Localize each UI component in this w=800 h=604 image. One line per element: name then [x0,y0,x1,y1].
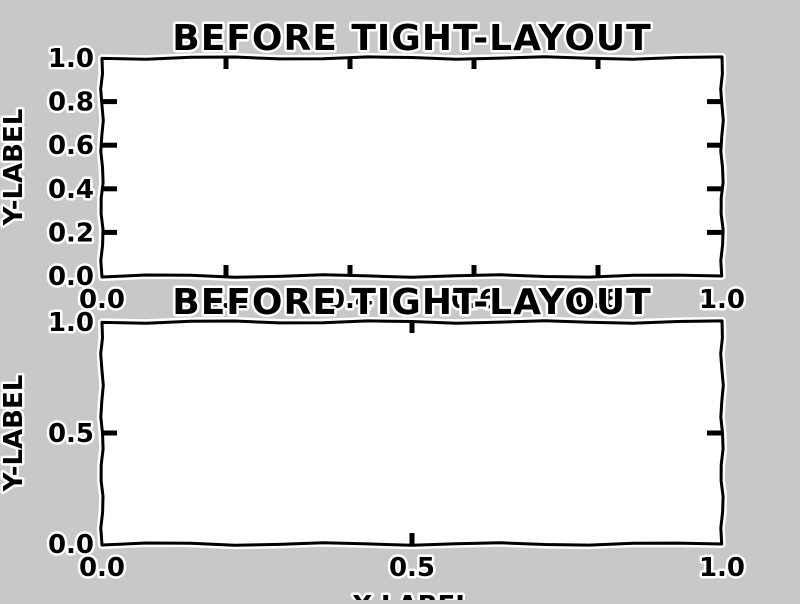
y-axis-label: Y-LABEL [0,375,29,493]
axes-frame [99,319,725,547]
y-tick-label: 1.0 [48,308,94,338]
y-axis-label: Y-LABEL [0,109,29,227]
y-tick-label: 0.2 [48,218,94,248]
x-tick-label: 1.0 [699,285,745,315]
y-tick-label: 0.0 [48,262,94,292]
x-tick-label: 0.0 [79,285,125,315]
y-tick-label: 1.0 [48,44,94,74]
subplot-title: BEFORE TIGHT-LAYOUT [172,282,651,323]
x-tick-label: 0.4 [327,285,373,315]
subplot-title: BEFORE TIGHT-LAYOUT [172,18,651,59]
plot-area [102,322,722,544]
y-tick-label: 0.6 [48,131,94,161]
y-tick-label: 0.0 [48,530,94,560]
y-tick-label: 0.8 [48,88,94,118]
x-tick-label: 0.8 [575,285,621,315]
axes-frame [99,55,725,279]
x-tick-label: 1.0 [699,553,745,583]
y-tick-label: 0.4 [48,175,94,205]
x-axis-label: X-LABEL [352,591,472,600]
subplot-2: 0.0 0.5 1.00.00.51.0 BEFORE TIGHT-LAYOUTY-L… [0,280,748,604]
x-tick-label: 0.2 [203,285,249,315]
x-tick-label: 0.6 [451,285,497,315]
subplot-1: 0.0 0.2 0.4 0.6 0.8 1.0 0.0 0.2 0.4 0.6 0.8 1.0 BEFO… [0,16,748,318]
x-tick-label: 0.0 [79,553,125,583]
x-tick-label: 0.5 [389,553,435,583]
plot-area [102,58,722,276]
y-tick-label: 0.5 [48,419,94,449]
